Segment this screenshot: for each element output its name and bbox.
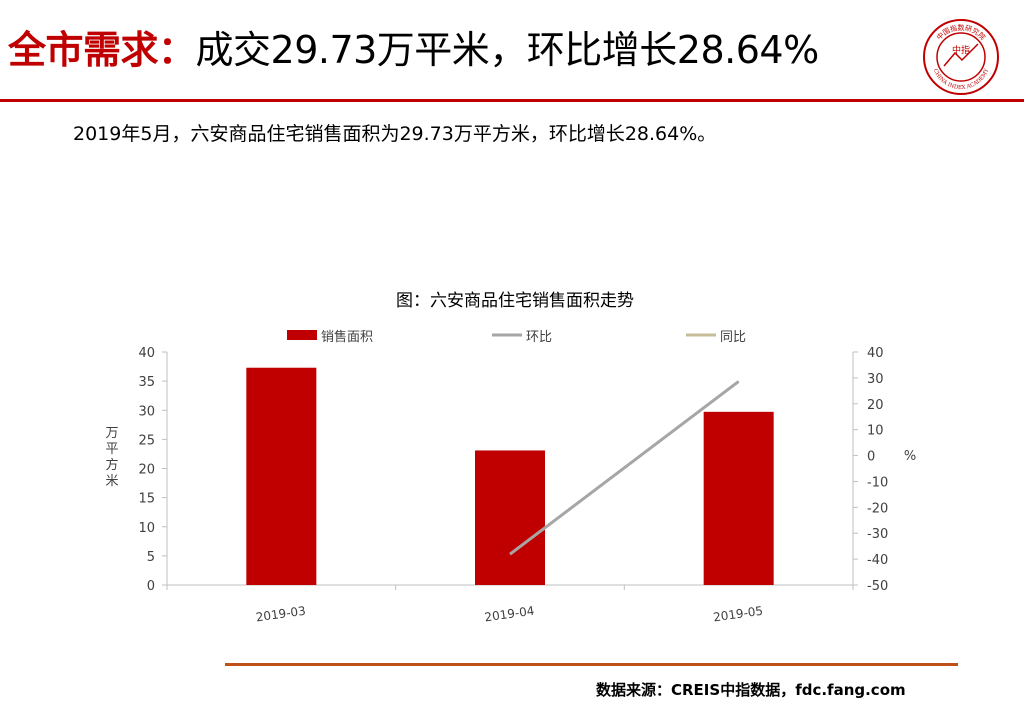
chart-axes: 0 5 10 15 20 25 30 35 40 -50 -40 -30 -20 -10 0 10 20 30 40… bbox=[105, 346, 916, 624]
left-y-tick-label: 20 bbox=[138, 463, 155, 478]
left-y-tick-label: 25 bbox=[138, 433, 155, 448]
chart-title: 图：六安商品住宅销售面积走势 bbox=[396, 291, 634, 311]
chart-legend: 销售面积 环比 同比 bbox=[287, 329, 746, 345]
right-y-tick-label: -20 bbox=[867, 501, 888, 516]
logo-center-text: 中指 bbox=[952, 44, 970, 56]
left-y-tick-label: 5 bbox=[147, 550, 155, 565]
left-y-axis-label: 万平方米 bbox=[105, 426, 118, 489]
left-y-tick-label: 10 bbox=[138, 521, 155, 536]
right-y-tick-label: 10 bbox=[867, 424, 884, 439]
footer-divider bbox=[225, 663, 958, 666]
right-y-tick-label: -10 bbox=[867, 475, 888, 490]
legend-swatch-bar bbox=[287, 330, 317, 340]
china-index-academy-seal-icon: 中国指数研究院 CHINA INDEX ACADEMY 中指 bbox=[923, 19, 999, 95]
data-source-note: 数据来源：CREIS中指数据，fdc.fang.com bbox=[596, 681, 906, 699]
right-y-tick-label: -30 bbox=[867, 527, 888, 542]
line-series bbox=[509, 380, 740, 556]
right-y-tick-label: 30 bbox=[867, 372, 884, 387]
right-y-axis-label: % bbox=[904, 449, 916, 464]
left-y-tick-label: 15 bbox=[138, 492, 155, 507]
header-divider bbox=[0, 99, 1024, 102]
page-title: 全市需求：成交29.73万平米，环比增长28.64% bbox=[8, 26, 819, 74]
page-title-key: 全市需求： bbox=[8, 28, 196, 72]
left-y-tick-label: 40 bbox=[138, 346, 155, 361]
legend-label: 销售面积 bbox=[321, 329, 373, 345]
x-tick-label: 2019-05 bbox=[712, 604, 764, 625]
left-y-tick-label: 35 bbox=[138, 375, 155, 390]
right-y-tick-label: -40 bbox=[867, 553, 888, 568]
right-y-tick-label: 20 bbox=[867, 398, 884, 413]
summary-text: 2019年5月，六安商品住宅销售面积为29.73万平方米，环比增长28.64%。 bbox=[73, 123, 717, 145]
page-title-value: 成交29.73万平米，环比增长28.64% bbox=[195, 28, 820, 72]
bar-2019-04 bbox=[475, 450, 545, 585]
right-y-tick-label: -50 bbox=[867, 579, 888, 594]
right-y-tick-label: 0 bbox=[867, 450, 875, 465]
right-y-tick-label: 40 bbox=[867, 346, 884, 361]
line-series-0 bbox=[509, 380, 740, 556]
x-tick-label: 2019-04 bbox=[484, 604, 536, 625]
bar-2019-05 bbox=[703, 411, 774, 585]
bar-2019-03 bbox=[246, 367, 317, 585]
left-y-tick-label: 0 bbox=[147, 579, 155, 594]
legend-label: 同比 bbox=[720, 330, 746, 345]
bar-series bbox=[246, 367, 774, 585]
left-y-tick-label: 30 bbox=[138, 404, 155, 419]
legend-label: 环比 bbox=[526, 330, 552, 345]
x-tick-label: 2019-03 bbox=[255, 604, 307, 625]
